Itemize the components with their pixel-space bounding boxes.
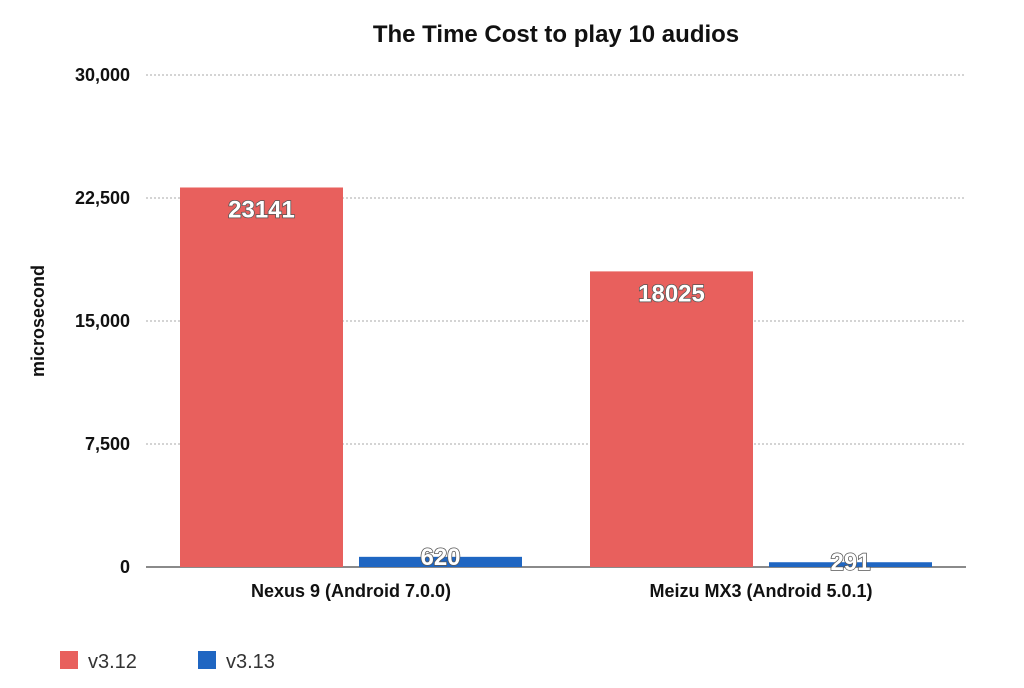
data-labels: 23141 620 18025 291 [227, 196, 871, 577]
chart-title: The Time Cost to play 10 audios [373, 21, 739, 48]
bar-v3-13-1 [769, 562, 932, 567]
legend-label: v3.13 [226, 651, 275, 673]
legend: v3.12 v3.13 [60, 651, 275, 673]
y-axis-ticks: 0 7,500 15,000 22,500 30,000 [75, 65, 130, 577]
bar-v3-13-0 [359, 556, 522, 567]
legend-swatch-v3-13 [198, 651, 216, 669]
y-tick-label: 30,000 [75, 65, 130, 85]
y-tick-label: 0 [120, 557, 130, 577]
data-label: 291 [830, 549, 870, 576]
data-label: 620 [420, 544, 460, 571]
legend-swatch-v3-12 [60, 651, 78, 669]
y-axis-label: microsecond [28, 265, 48, 377]
x-tick-label: Nexus 9 (Android 7.0.0) [251, 581, 451, 601]
x-axis-ticks: Nexus 9 (Android 7.0.0) Meizu MX3 (Androi… [251, 581, 873, 601]
y-tick-label: 15,000 [75, 311, 130, 331]
bar-v3-12-1 [590, 271, 753, 567]
legend-label: v3.12 [88, 651, 137, 673]
data-label: 23141 [228, 196, 295, 223]
bars [180, 187, 932, 567]
y-tick-label: 7,500 [85, 434, 130, 454]
y-tick-label: 22,500 [75, 188, 130, 208]
bar-v3-12-0 [180, 187, 343, 567]
data-label: 18025 [638, 280, 705, 307]
x-tick-label: Meizu MX3 (Android 5.0.1) [649, 581, 872, 601]
